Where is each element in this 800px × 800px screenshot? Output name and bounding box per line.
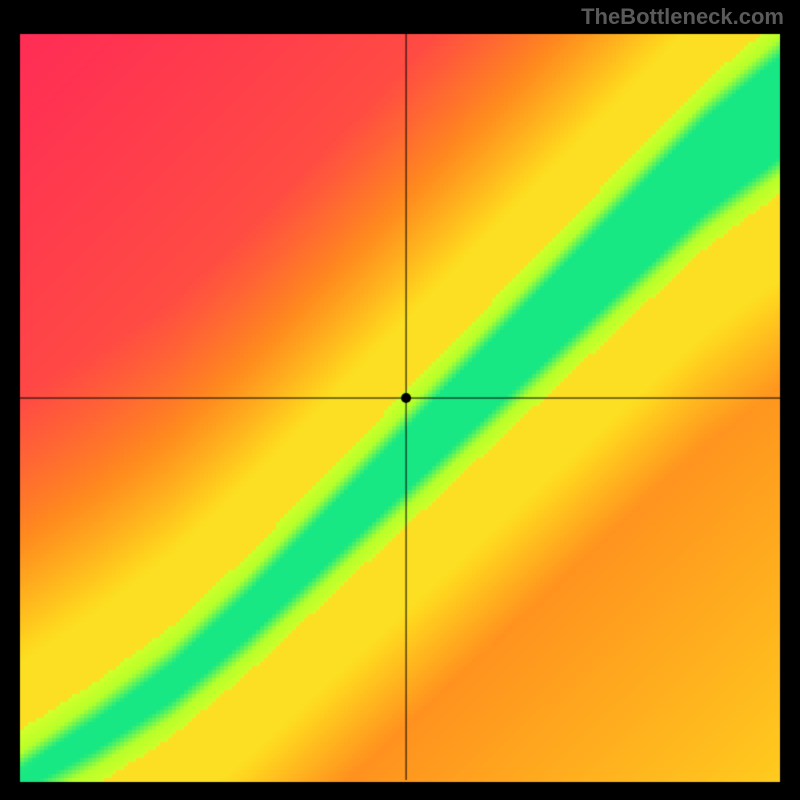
heatmap-plot xyxy=(0,0,800,800)
heatmap-canvas xyxy=(0,0,800,800)
chart-container: TheBottleneck.com xyxy=(0,0,800,800)
watermark-text: TheBottleneck.com xyxy=(581,4,784,30)
